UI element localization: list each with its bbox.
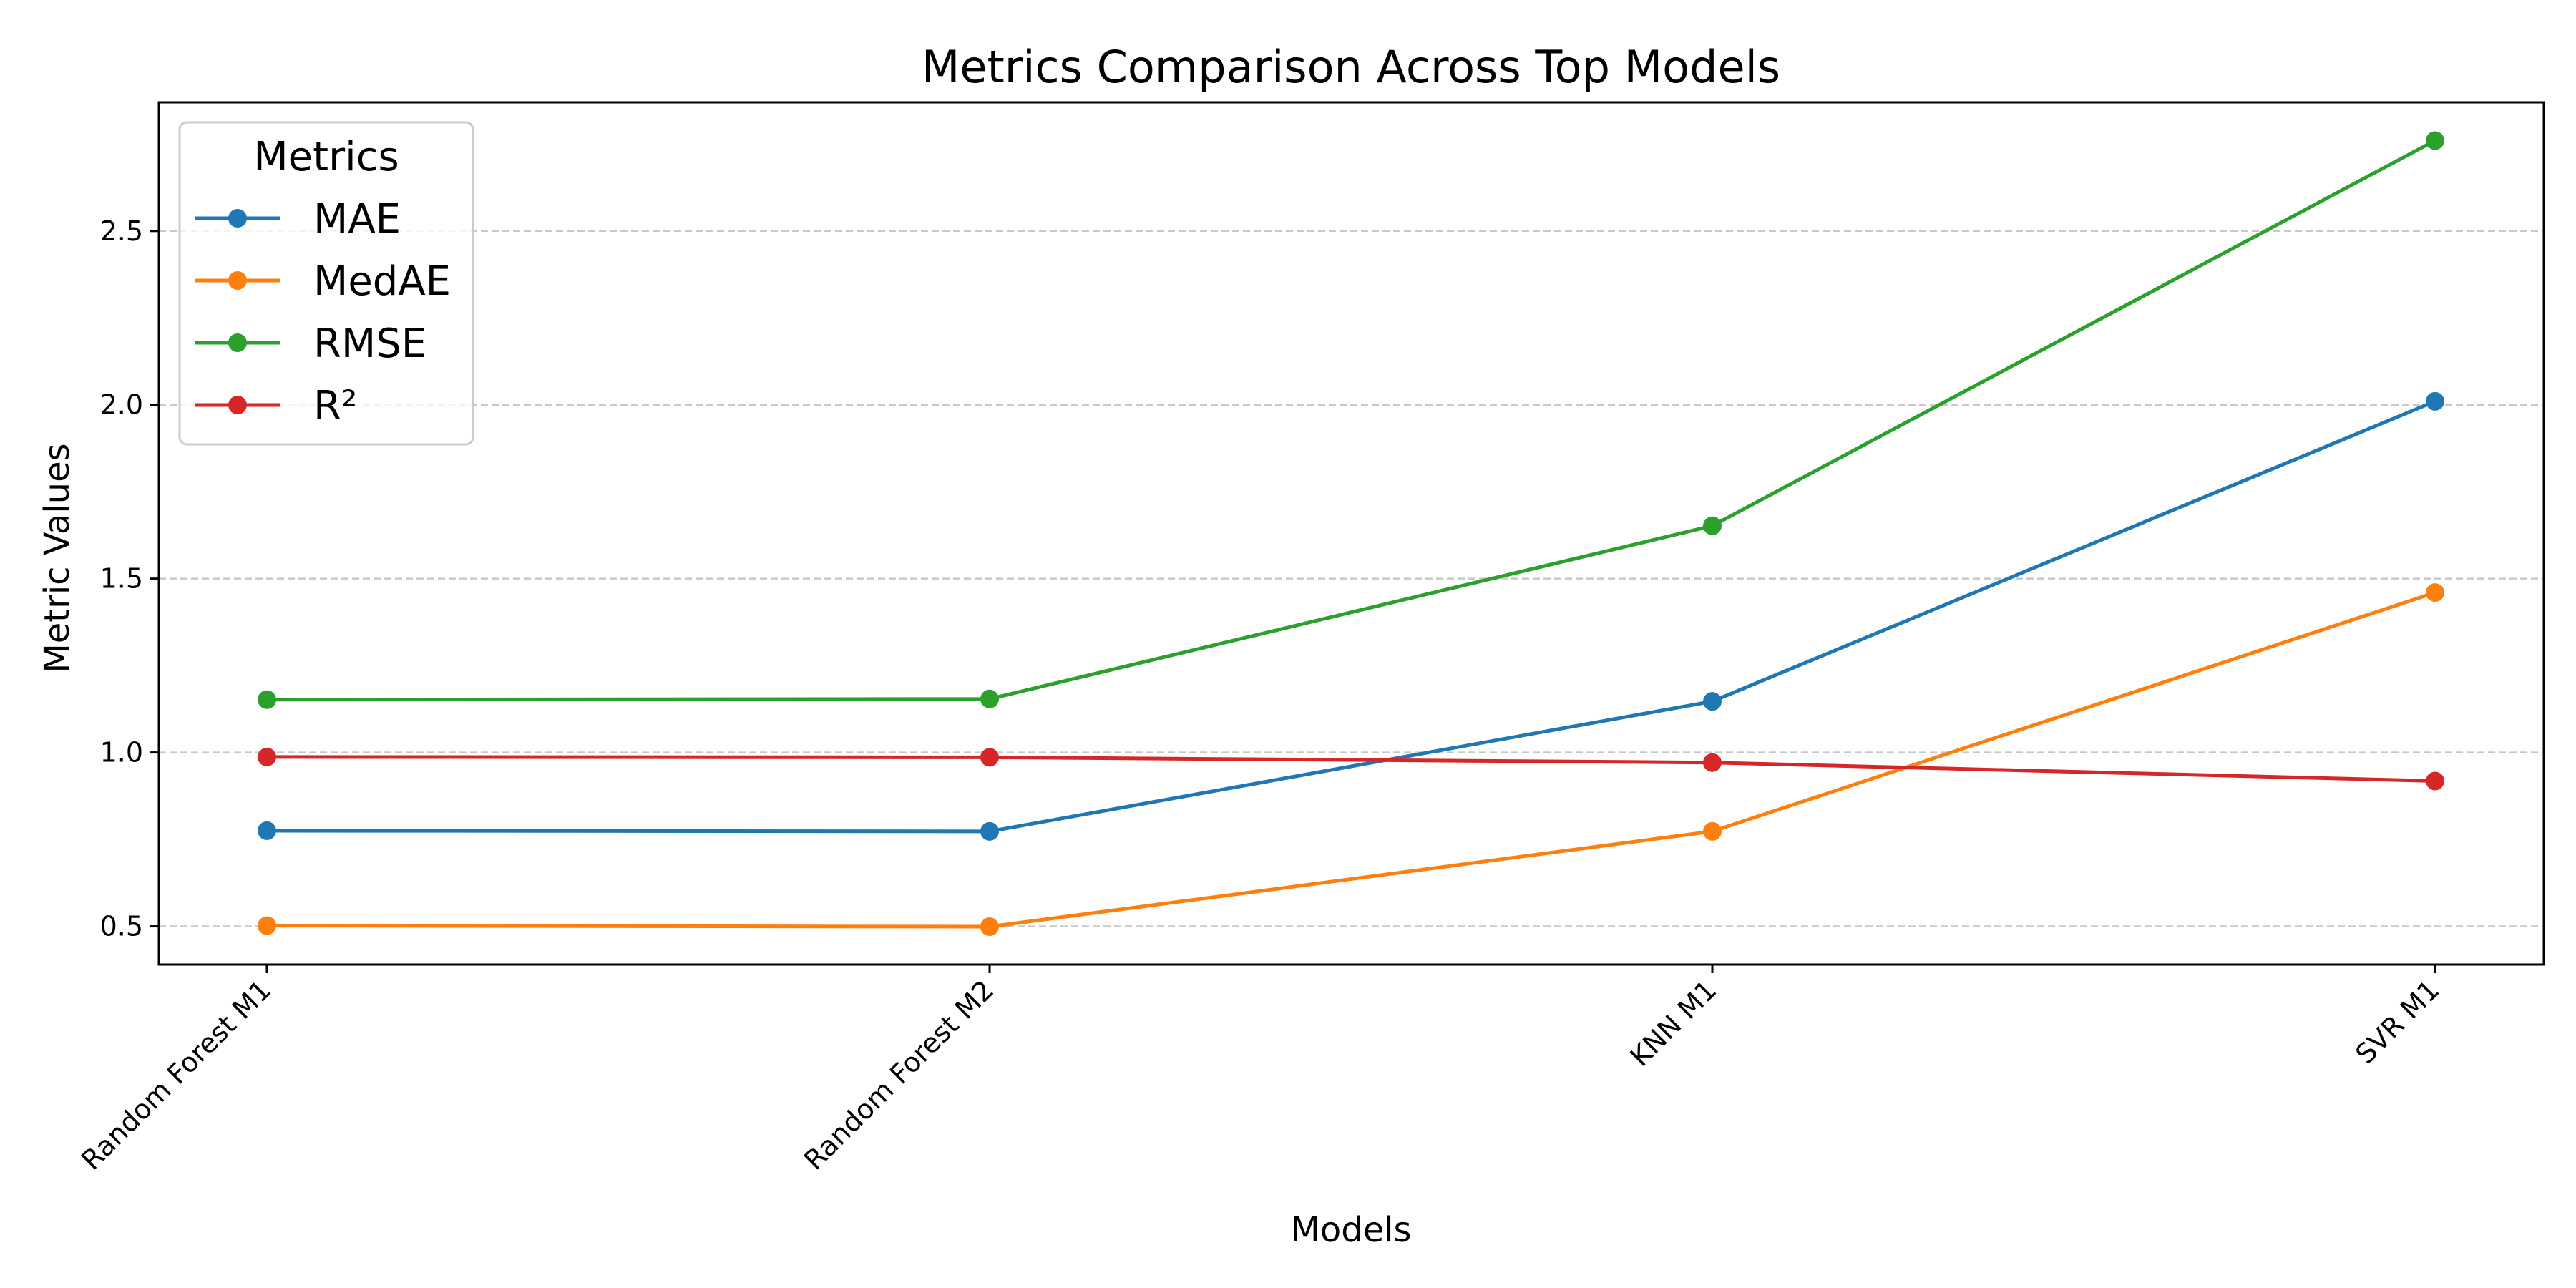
legend-item: R²	[195, 383, 357, 429]
data-point	[2426, 391, 2444, 411]
y-tick-label: 0.5	[100, 911, 143, 942]
series-line	[265, 590, 2437, 929]
legend-label: MAE	[313, 196, 401, 243]
data-point	[258, 821, 276, 840]
data-point	[258, 747, 276, 766]
series-1	[258, 583, 2444, 937]
series-line	[265, 399, 2437, 834]
series-line	[265, 755, 2437, 783]
data-point	[980, 689, 999, 708]
data-point	[1703, 753, 1722, 772]
data-point	[980, 748, 999, 767]
data-point	[2426, 583, 2444, 602]
data-point	[258, 916, 276, 935]
series-3	[258, 747, 2444, 791]
series-2	[258, 131, 2444, 709]
series-0	[258, 391, 2444, 841]
legend-item: MedAE	[195, 258, 451, 305]
data-point	[1703, 821, 1722, 841]
legend-label: R²	[313, 383, 357, 429]
y-axis-label: Metric Values	[37, 443, 77, 673]
data-point	[2426, 771, 2444, 791]
legend-marker	[228, 209, 247, 228]
legend-item: MAE	[195, 196, 401, 243]
legend-marker	[228, 333, 247, 352]
data-point	[2426, 131, 2444, 150]
series-line	[265, 138, 2437, 702]
y-axis-ticks: 0.5 1.0 1.5 2.0 2.5	[100, 215, 159, 942]
data-point	[258, 690, 276, 709]
y-tick-label: 2.5	[100, 215, 143, 247]
legend-marker	[228, 396, 247, 414]
y-tick-label: 1.0	[100, 737, 143, 769]
x-axis-label: Models	[1290, 1210, 1411, 1250]
y-tick-label: 2.0	[100, 389, 143, 421]
plot-frame	[157, 101, 2545, 966]
legend-item: RMSE	[195, 321, 426, 367]
data-point	[1703, 516, 1722, 535]
legend-label: RMSE	[313, 321, 426, 367]
data-point	[1703, 692, 1722, 711]
chart-title: Metrics Comparison Across Top Models	[922, 41, 1780, 93]
series-lines	[258, 131, 2444, 937]
legend-marker	[228, 271, 247, 290]
legend-label: MedAE	[313, 258, 451, 305]
legend-box	[178, 121, 474, 446]
legend-title: Metrics	[253, 134, 399, 180]
data-point	[980, 821, 999, 841]
legend: Metrics MAE MedAE RMSE R²	[178, 121, 474, 446]
data-point	[980, 917, 999, 937]
y-tick-label: 1.5	[100, 563, 143, 595]
